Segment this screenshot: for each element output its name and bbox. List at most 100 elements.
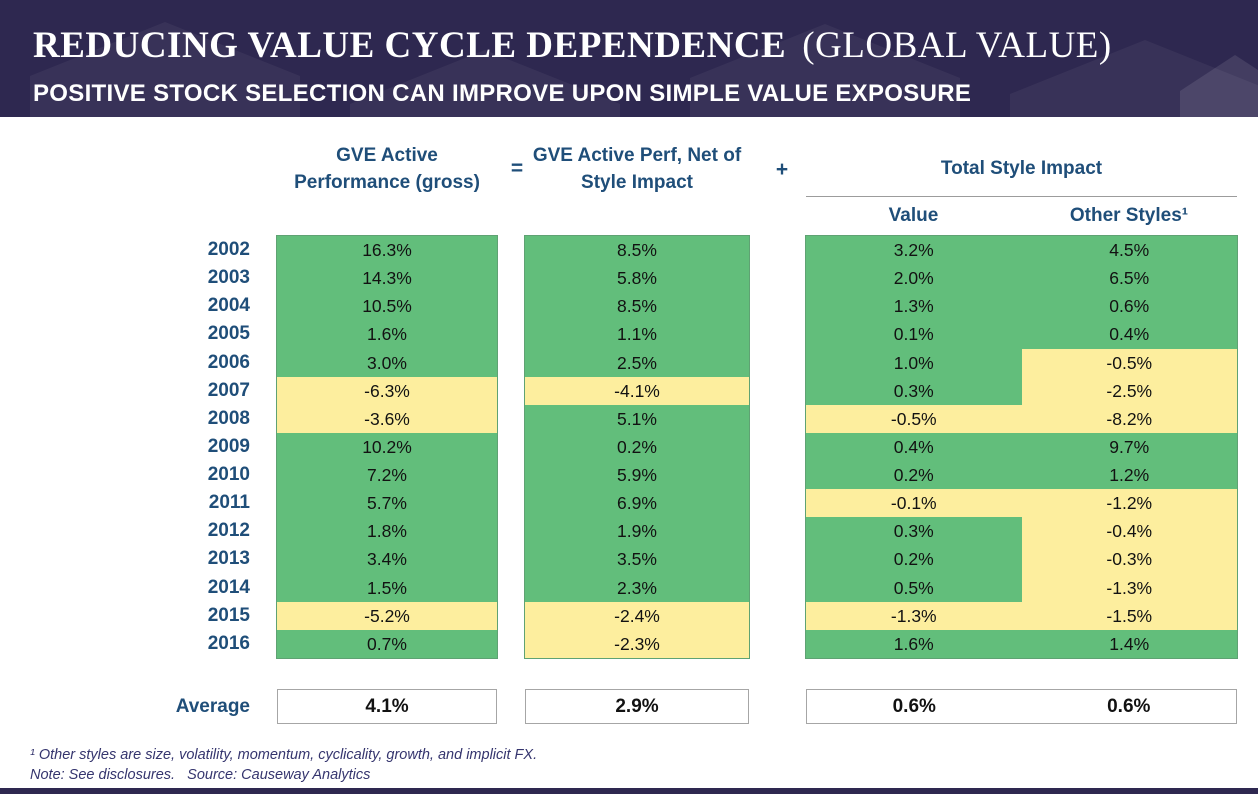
net-performance-column: 8.5% 5.8% 8.5% 1.1% 2.5% -4.1% 5.1% 0.2% 5.9% 6.9… xyxy=(524,235,750,659)
year-label: 2009 xyxy=(207,435,250,457)
footnote-other-styles: ¹ Other styles are size, volatility, mom… xyxy=(30,747,538,763)
net-cell: -4.1% xyxy=(525,376,749,405)
value-style-cell: 0.5% xyxy=(806,573,1022,602)
value-style-cell: 1.6% xyxy=(806,629,1022,658)
other-style-cell: 1.4% xyxy=(1021,629,1237,658)
other-style-cell: 0.4% xyxy=(1021,320,1237,349)
style-impact-row: 0.3% -2.5% xyxy=(806,376,1237,405)
plus-operator: + xyxy=(775,158,789,181)
other-style-cell: -1.2% xyxy=(1021,489,1237,518)
year-label: 2005 xyxy=(207,323,250,345)
value-style-cell: -0.5% xyxy=(806,404,1022,433)
net-cell: 2.3% xyxy=(525,573,749,602)
other-style-cell: -1.3% xyxy=(1021,573,1237,602)
other-style-cell: -2.5% xyxy=(1021,376,1237,405)
gross-cell: 14.3% xyxy=(277,264,497,293)
net-cell: 8.5% xyxy=(525,292,749,321)
net-cell: 1.1% xyxy=(525,320,749,349)
average-label: Average xyxy=(175,696,250,717)
gross-cell: 1.8% xyxy=(277,517,497,546)
gross-cell: -5.2% xyxy=(277,601,497,630)
column-header-gross: GVE Active Performance (gross) xyxy=(294,145,480,193)
other-style-cell: -1.5% xyxy=(1021,601,1237,630)
title-suffix-text: (GLOBAL VALUE) xyxy=(802,25,1112,66)
style-impact-row: -0.1% -1.2% xyxy=(806,489,1237,518)
style-impact-row: -0.5% -8.2% xyxy=(806,404,1237,433)
net-cell: 5.8% xyxy=(525,264,749,293)
year-label: 2011 xyxy=(208,492,250,514)
value-style-cell: 1.3% xyxy=(806,292,1022,321)
style-impact-row: 3.2% 4.5% xyxy=(806,236,1237,265)
net-cell: 6.9% xyxy=(525,489,749,518)
style-impact-divider xyxy=(806,196,1237,197)
gross-cell: 3.4% xyxy=(277,545,497,574)
style-impact-row: 0.4% 9.7% xyxy=(806,432,1237,461)
other-style-cell: 6.5% xyxy=(1021,264,1237,293)
average-gross-box: 4.1% xyxy=(277,689,497,724)
year-label: 2003 xyxy=(207,267,250,289)
other-style-cell: 0.6% xyxy=(1021,292,1237,321)
gross-cell: 0.7% xyxy=(277,629,497,658)
page-subtitle: POSITIVE STOCK SELECTION CAN IMPROVE UPO… xyxy=(33,80,972,107)
gross-cell: 3.0% xyxy=(277,348,497,377)
average-value-style-value: 0.6% xyxy=(892,695,936,717)
net-cell: 1.9% xyxy=(525,517,749,546)
value-style-cell: 0.4% xyxy=(806,432,1022,461)
value-style-cell: 0.2% xyxy=(806,545,1022,574)
year-label: 2002 xyxy=(207,239,250,260)
bottom-bar xyxy=(0,788,1258,794)
value-style-cell: 0.2% xyxy=(806,461,1022,490)
style-impact-row: 0.5% -1.3% xyxy=(806,573,1237,602)
column-header-style-impact: Total Style Impact xyxy=(940,158,1103,179)
style-impact-block: 3.2% 4.5% 2.0% 6.5% 1.3% 0.6% 0.1% 0.4% 1.0% -0.5… xyxy=(805,235,1238,659)
net-cell: 5.9% xyxy=(525,461,749,490)
title-text: REDUCING VALUE CYCLE DEPENDENCE xyxy=(33,25,787,66)
net-cell: 0.2% xyxy=(525,432,749,461)
year-label: 2008 xyxy=(207,407,250,429)
average-net-value: 2.9% xyxy=(615,695,659,717)
average-gross-value: 4.1% xyxy=(365,695,409,717)
style-impact-row: 1.0% -0.5% xyxy=(806,348,1237,377)
value-style-cell: 3.2% xyxy=(806,236,1022,265)
column-header-net: GVE Active Perf, Net of Style Impact xyxy=(532,145,742,193)
style-impact-row: 0.2% -0.3% xyxy=(806,545,1237,574)
other-style-cell: -8.2% xyxy=(1021,404,1237,433)
style-impact-row: 1.6% 1.4% xyxy=(806,629,1237,658)
average-other-style-value: 0.6% xyxy=(1107,695,1151,717)
equals-operator: = xyxy=(510,157,524,180)
year-label: 2004 xyxy=(207,295,250,317)
style-impact-row: 2.0% 6.5% xyxy=(806,264,1237,293)
style-impact-row: 0.1% 0.4% xyxy=(806,320,1237,349)
footnote-source: Note: See disclosures. Source: Causeway … xyxy=(30,767,371,783)
year-label: 2013 xyxy=(207,548,250,570)
net-cell: -2.4% xyxy=(525,601,749,630)
gross-cell: -6.3% xyxy=(277,376,497,405)
gross-cell: 10.2% xyxy=(277,432,497,461)
net-cell: 3.5% xyxy=(525,545,749,574)
gross-cell: 7.2% xyxy=(277,461,497,490)
other-style-cell: -0.4% xyxy=(1021,517,1237,546)
other-style-cell: 1.2% xyxy=(1021,461,1237,490)
year-label: 2014 xyxy=(207,576,250,598)
year-label: 2016 xyxy=(207,632,250,654)
gross-cell: 16.3% xyxy=(277,236,497,265)
value-style-cell: 0.1% xyxy=(806,320,1022,349)
net-cell: 8.5% xyxy=(525,236,749,265)
year-label: 2007 xyxy=(207,379,250,401)
year-label: 2006 xyxy=(207,351,250,373)
style-impact-row: 0.2% 1.2% xyxy=(806,461,1237,490)
value-style-cell: 0.3% xyxy=(806,376,1022,405)
average-net-box: 2.9% xyxy=(525,689,749,724)
other-style-cell: -0.3% xyxy=(1021,545,1237,574)
value-style-cell: -1.3% xyxy=(806,601,1022,630)
gross-cell: -3.6% xyxy=(277,404,497,433)
gross-cell: 1.5% xyxy=(277,573,497,602)
style-impact-row: 1.3% 0.6% xyxy=(806,292,1237,321)
style-impact-row: 0.3% -0.4% xyxy=(806,517,1237,546)
gross-cell: 1.6% xyxy=(277,320,497,349)
value-style-cell: -0.1% xyxy=(806,489,1022,518)
year-label: 2015 xyxy=(207,604,250,626)
net-cell: 5.1% xyxy=(525,404,749,433)
other-style-cell: 4.5% xyxy=(1021,236,1237,265)
